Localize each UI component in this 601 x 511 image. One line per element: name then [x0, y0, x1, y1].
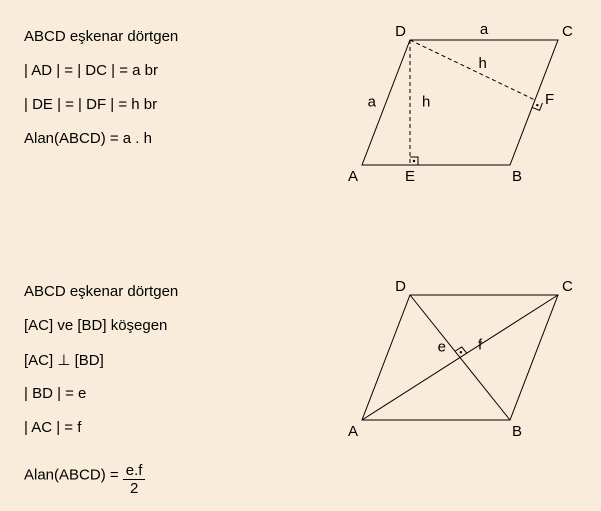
label-b1: B: [512, 168, 522, 185]
label-c2: C: [562, 278, 573, 295]
right-angle-dot: [536, 104, 538, 106]
diagonal-bd: [410, 295, 510, 420]
label-a-left: a: [368, 94, 377, 111]
label-f2: f: [478, 337, 483, 354]
altitude-df: [410, 40, 535, 100]
label-a-top: a: [480, 21, 489, 38]
label-h-de: h: [422, 94, 430, 111]
label-b2: B: [512, 423, 522, 440]
label-f1: F: [545, 91, 554, 108]
right-angle-dot: [460, 351, 462, 353]
label-a2: A: [348, 423, 358, 440]
rhombus-outline: [362, 40, 558, 165]
label-d1: D: [395, 23, 406, 40]
label-c1: C: [562, 23, 573, 40]
label-h-df: h: [479, 55, 487, 72]
figures-svg: ABCDEFaahhABCDef: [0, 0, 601, 511]
right-angle-dot: [413, 160, 415, 162]
label-d2: D: [395, 278, 406, 295]
label-e2: e: [438, 339, 446, 356]
label-a1: A: [348, 168, 358, 185]
label-e1: E: [405, 168, 415, 185]
